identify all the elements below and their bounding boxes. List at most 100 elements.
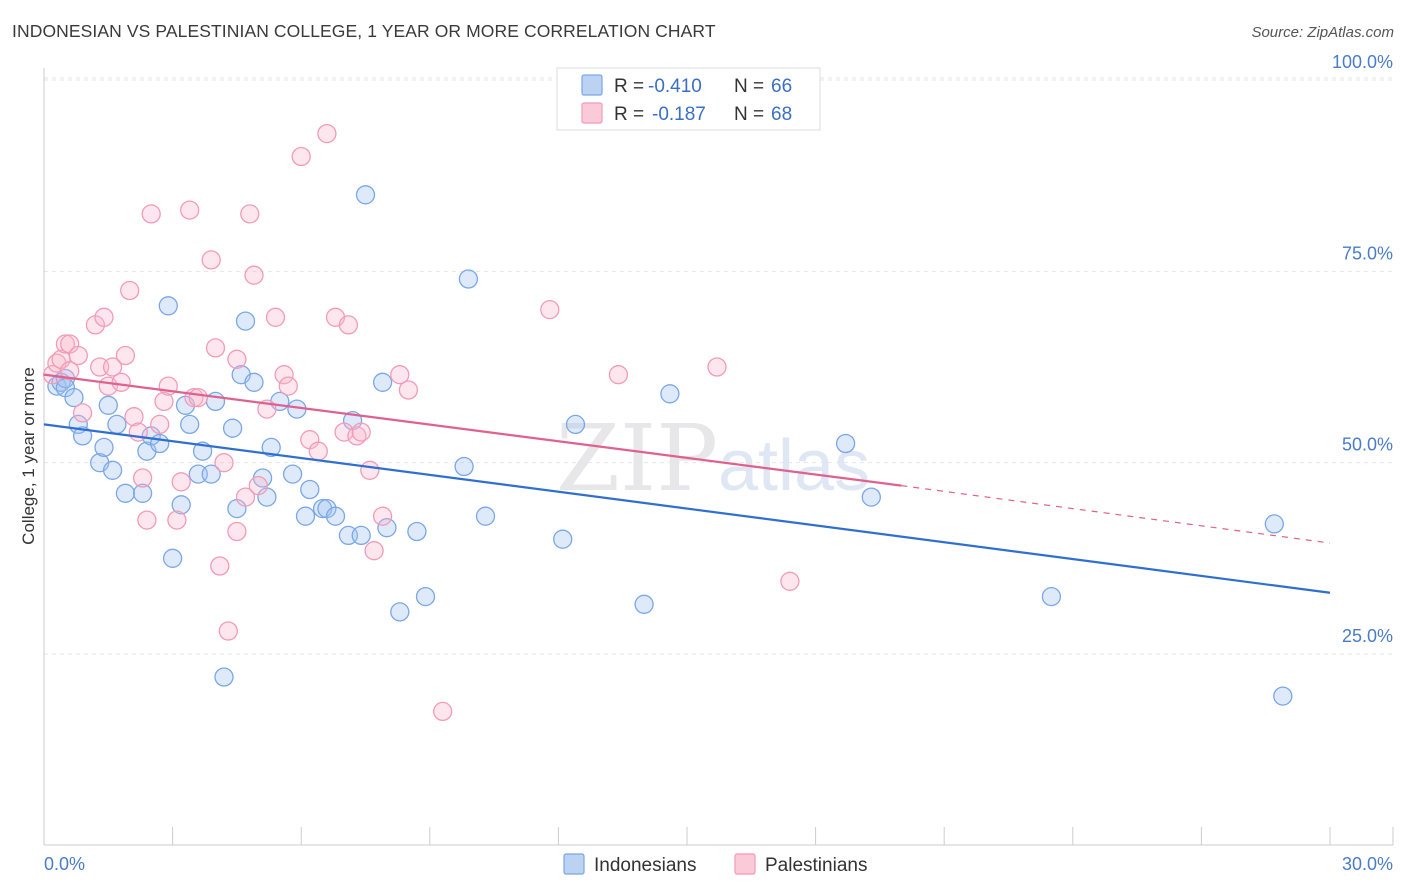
point-indonesians [261, 437, 281, 458]
point-palestinians [398, 380, 419, 400]
point-palestinians [137, 510, 157, 530]
point-indonesians [351, 525, 371, 546]
y-tick-label: 25.0% [1342, 626, 1393, 646]
point-indonesians [861, 487, 881, 507]
point-palestinians [150, 414, 170, 435]
point-indonesians [835, 433, 856, 454]
point-indonesians [415, 586, 436, 607]
point-palestinians [55, 334, 76, 354]
point-indonesians [132, 483, 153, 503]
point-palestinians [372, 506, 393, 526]
point-palestinians [707, 357, 727, 377]
bottom-legend: Indonesians Palestinians [563, 853, 867, 876]
point-indonesians [325, 506, 346, 526]
point-palestinians [210, 556, 230, 576]
point-indonesians [107, 414, 127, 435]
point-indonesians [458, 269, 479, 289]
y-tick-label: 100.0% [1332, 52, 1393, 72]
point-palestinians [180, 200, 200, 220]
watermark: ZIP atlas [556, 405, 870, 512]
point-indonesians [295, 506, 316, 526]
y-tick-labels: 25.0% 50.0% 75.0% 100.0% [1332, 52, 1393, 646]
bottom-legend-swatch-palestinians [734, 853, 756, 875]
point-indonesians [454, 456, 474, 477]
point-palestinians [205, 338, 226, 358]
trend-line-palestinians [43, 373, 902, 487]
point-palestinians [132, 468, 153, 488]
point-indonesians [244, 372, 264, 392]
point-indonesians [214, 667, 234, 687]
point-palestinians [338, 315, 359, 335]
legend-n-label-2: N = [734, 104, 764, 125]
y-tick-label: 75.0% [1342, 243, 1393, 263]
point-palestinians [351, 422, 371, 442]
legend-swatch-palestinians [581, 102, 603, 124]
legend-n-value-1: 66 [771, 76, 792, 97]
series-indonesians [47, 185, 1293, 706]
point-indonesians [377, 518, 397, 538]
point-palestinians [248, 475, 268, 496]
point-palestinians [308, 441, 328, 461]
point-indonesians [102, 460, 123, 480]
point-palestinians [115, 345, 136, 366]
point-indonesians [72, 426, 93, 446]
point-indonesians [372, 372, 393, 392]
point-indonesians [390, 602, 410, 622]
point-indonesians [553, 529, 573, 549]
x-tick-label-max: 30.0% [1342, 854, 1393, 874]
point-palestinians [265, 307, 286, 327]
point-indonesians [171, 495, 191, 515]
point-palestinians [111, 372, 131, 392]
top-legend: R = -0.410 N = 66 R = -0.187 N = 68 [556, 67, 821, 131]
point-palestinians [274, 365, 294, 385]
point-indonesians [98, 395, 118, 415]
point-palestinians [780, 571, 800, 591]
point-indonesians [180, 414, 200, 435]
legend-n-value-2: 68 [771, 104, 792, 125]
legend-r-label-2: R = [614, 104, 644, 125]
point-palestinians [360, 460, 380, 480]
point-palestinians [334, 422, 354, 442]
chart-title: INDONESIAN VS PALESTINIAN COLLEGE, 1 YEA… [12, 21, 716, 41]
point-indonesians [162, 548, 183, 568]
bottom-legend-label-palestinians: Palestinians [765, 855, 867, 876]
point-indonesians [1041, 586, 1062, 607]
point-palestinians [364, 541, 384, 561]
point-indonesians [222, 418, 243, 438]
point-indonesians [565, 414, 586, 435]
point-palestinians [72, 403, 93, 423]
point-palestinians [317, 123, 337, 144]
point-indonesians [407, 521, 427, 542]
y-axis-label: College, 1 year or more [19, 367, 38, 545]
legend-swatch-indonesians [581, 74, 603, 96]
point-indonesians [158, 296, 178, 316]
point-indonesians [1264, 514, 1284, 534]
point-palestinians [171, 472, 191, 492]
point-indonesians [355, 185, 376, 205]
point-indonesians [115, 483, 136, 503]
y-tick-label: 50.0% [1342, 435, 1393, 455]
point-palestinians [540, 299, 560, 320]
series-palestinians [42, 123, 800, 722]
x-tick-label-min: 0.0% [44, 854, 85, 874]
point-palestinians [102, 357, 123, 377]
point-palestinians [278, 376, 298, 396]
bottom-legend-label-indonesians: Indonesians [594, 855, 696, 876]
legend-r-label-1: R = [614, 76, 644, 97]
point-palestinians [244, 265, 264, 285]
x-ticks [43, 827, 1394, 845]
legend-r-value-2: -0.187 [652, 104, 706, 125]
point-palestinians [390, 365, 410, 385]
trend-line-indonesians [43, 423, 1331, 594]
trend-line-dashed-palestinians [901, 485, 1331, 544]
point-indonesians [1273, 686, 1293, 706]
point-indonesians [282, 464, 303, 484]
bottom-legend-swatch-indonesians [563, 853, 585, 875]
series-layer [42, 123, 1331, 722]
point-indonesians [660, 384, 680, 404]
point-indonesians [64, 387, 84, 408]
point-palestinians [68, 345, 88, 366]
point-palestinians [240, 204, 260, 224]
point-palestinians [167, 510, 187, 530]
